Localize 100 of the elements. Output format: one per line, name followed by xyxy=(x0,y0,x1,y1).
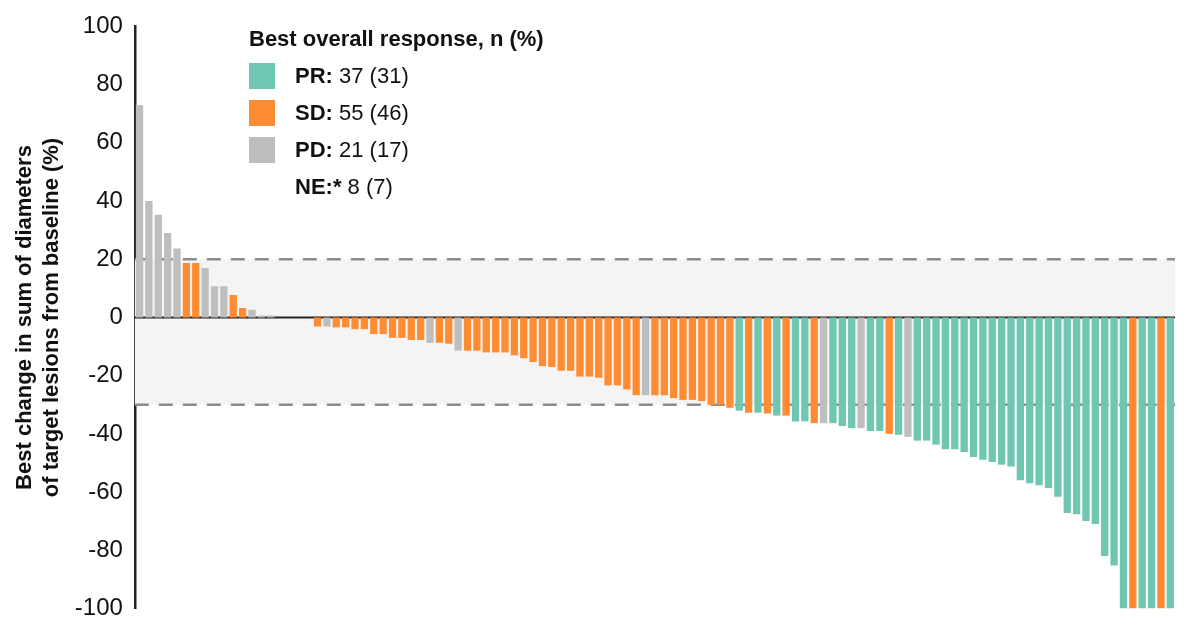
bar xyxy=(135,105,144,318)
bar xyxy=(192,263,200,318)
bar xyxy=(1147,317,1156,609)
bar xyxy=(754,317,762,413)
bar xyxy=(773,317,781,416)
bar xyxy=(848,317,856,429)
bar xyxy=(1129,317,1137,609)
y-tick-label: 100 xyxy=(82,11,123,39)
bar xyxy=(482,317,490,353)
legend-title: Best overall response, n (%) xyxy=(249,25,544,53)
bar xyxy=(145,201,153,318)
bar xyxy=(707,317,715,405)
bar xyxy=(1082,317,1090,521)
bar xyxy=(829,317,837,424)
bar xyxy=(1007,317,1015,467)
bar xyxy=(585,317,593,377)
bar xyxy=(154,214,162,318)
bar xyxy=(819,317,828,424)
bar xyxy=(1101,317,1109,556)
bar xyxy=(716,317,725,405)
bar xyxy=(726,317,734,408)
bar xyxy=(735,317,743,411)
bar xyxy=(548,317,556,367)
bar xyxy=(951,317,959,450)
bar xyxy=(969,317,978,457)
bar xyxy=(566,317,575,371)
bar xyxy=(857,317,865,429)
bar xyxy=(838,317,846,427)
legend-label: PR: 37 (31) xyxy=(295,62,409,90)
bar xyxy=(182,263,191,318)
bar xyxy=(501,317,509,353)
bar xyxy=(163,233,172,318)
bar xyxy=(1157,317,1165,609)
bar xyxy=(257,315,265,318)
bar xyxy=(679,317,687,400)
bar xyxy=(1044,317,1053,489)
y-tick-label: 20 xyxy=(96,243,123,271)
bar xyxy=(220,286,228,318)
bar xyxy=(613,317,622,386)
bar xyxy=(913,317,921,441)
bar xyxy=(360,317,369,330)
bar xyxy=(698,317,706,402)
bar xyxy=(988,317,996,462)
bar xyxy=(876,317,884,432)
bar xyxy=(932,317,940,445)
y-tick-label: -40 xyxy=(88,418,123,446)
bar xyxy=(1026,317,1034,484)
y-tick-label: -80 xyxy=(88,535,123,563)
bar xyxy=(238,307,247,318)
bar xyxy=(763,317,772,414)
bar xyxy=(473,317,481,351)
bar xyxy=(979,317,987,460)
y-tick-label: -20 xyxy=(88,360,123,388)
bar xyxy=(248,309,256,318)
y-tick-label: 0 xyxy=(109,302,123,330)
bar xyxy=(894,317,903,435)
bar xyxy=(351,317,359,330)
y-tick-label: 80 xyxy=(96,69,123,97)
bar xyxy=(791,317,800,422)
bar xyxy=(463,317,472,351)
bar xyxy=(313,317,322,327)
y-tick-label: -60 xyxy=(88,476,123,504)
y-tick-label: 60 xyxy=(96,127,123,155)
bar xyxy=(529,317,537,363)
bar xyxy=(201,268,209,318)
bar xyxy=(941,317,950,450)
bar xyxy=(491,317,500,353)
bar xyxy=(1166,317,1174,609)
bar xyxy=(885,317,893,434)
bar xyxy=(670,317,678,399)
bar xyxy=(632,317,640,396)
bar xyxy=(595,317,603,378)
bar xyxy=(1016,317,1025,481)
bar xyxy=(454,317,462,351)
bar xyxy=(1054,317,1062,497)
bar xyxy=(923,317,931,441)
bar xyxy=(267,315,275,318)
bar xyxy=(1035,317,1043,486)
bar xyxy=(801,317,809,422)
bar xyxy=(445,317,453,344)
bar xyxy=(557,317,565,371)
bar xyxy=(641,317,650,396)
bar xyxy=(904,317,912,437)
bar xyxy=(866,317,875,432)
legend-label: SD: 55 (46) xyxy=(295,99,409,127)
bar xyxy=(576,317,584,377)
bar xyxy=(379,317,387,335)
bar xyxy=(370,317,378,335)
bar xyxy=(782,317,790,416)
bar xyxy=(810,317,818,424)
bar xyxy=(1091,317,1099,524)
bar xyxy=(651,317,659,396)
bar xyxy=(398,317,406,338)
bar xyxy=(435,317,444,343)
bar xyxy=(510,317,519,356)
y-tick-label: 40 xyxy=(96,185,123,213)
bar xyxy=(173,248,181,318)
bar xyxy=(426,317,434,343)
bar xyxy=(407,317,415,340)
legend-label: PD: 21 (17) xyxy=(295,136,409,164)
